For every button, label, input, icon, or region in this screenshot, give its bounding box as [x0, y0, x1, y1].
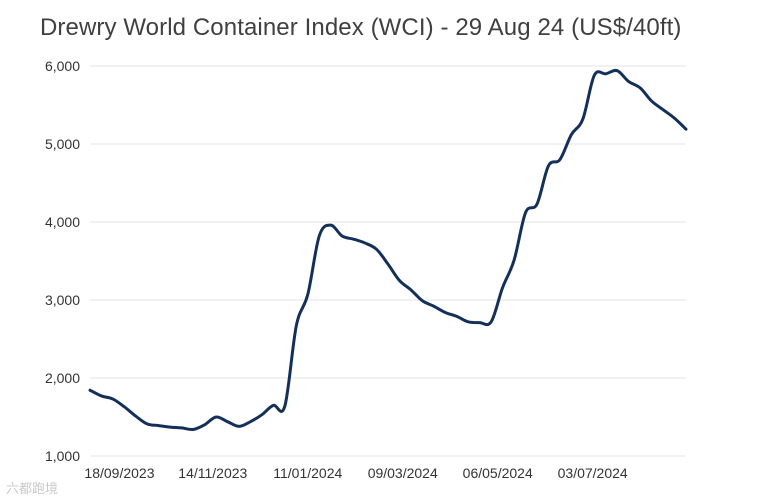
x-tick-label: 09/03/2024	[368, 465, 438, 481]
x-tick-label: 14/11/2023	[178, 465, 247, 481]
y-tick-label: 1,000	[45, 448, 80, 464]
y-tick-label: 5,000	[45, 136, 80, 152]
x-tick-label: 11/01/2024	[273, 465, 342, 481]
watermark-logo: 六都跑境	[6, 481, 59, 496]
series-line	[88, 68, 688, 432]
y-axis-tick-labels: 1,000 2,000 3,000 4,000 5,000 6,000	[45, 58, 80, 464]
series-layer	[88, 68, 688, 432]
y-tick-label: 2,000	[45, 370, 80, 386]
x-tick-label: 06/05/2024	[463, 465, 533, 481]
gridlines	[90, 65, 686, 457]
x-axis-tick-labels: 18/09/2023 14/11/2023 11/01/2024 09/03/2024…	[84, 465, 627, 481]
chart-title: Drewry World Container Index (WCI) - 29 …	[40, 14, 682, 41]
x-tick-label: 18/09/2023	[84, 465, 154, 481]
y-tick-label: 6,000	[45, 58, 80, 74]
y-tick-label: 3,000	[45, 292, 80, 308]
x-tick-label: 03/07/2024	[558, 465, 628, 481]
y-tick-label: 4,000	[45, 214, 80, 230]
